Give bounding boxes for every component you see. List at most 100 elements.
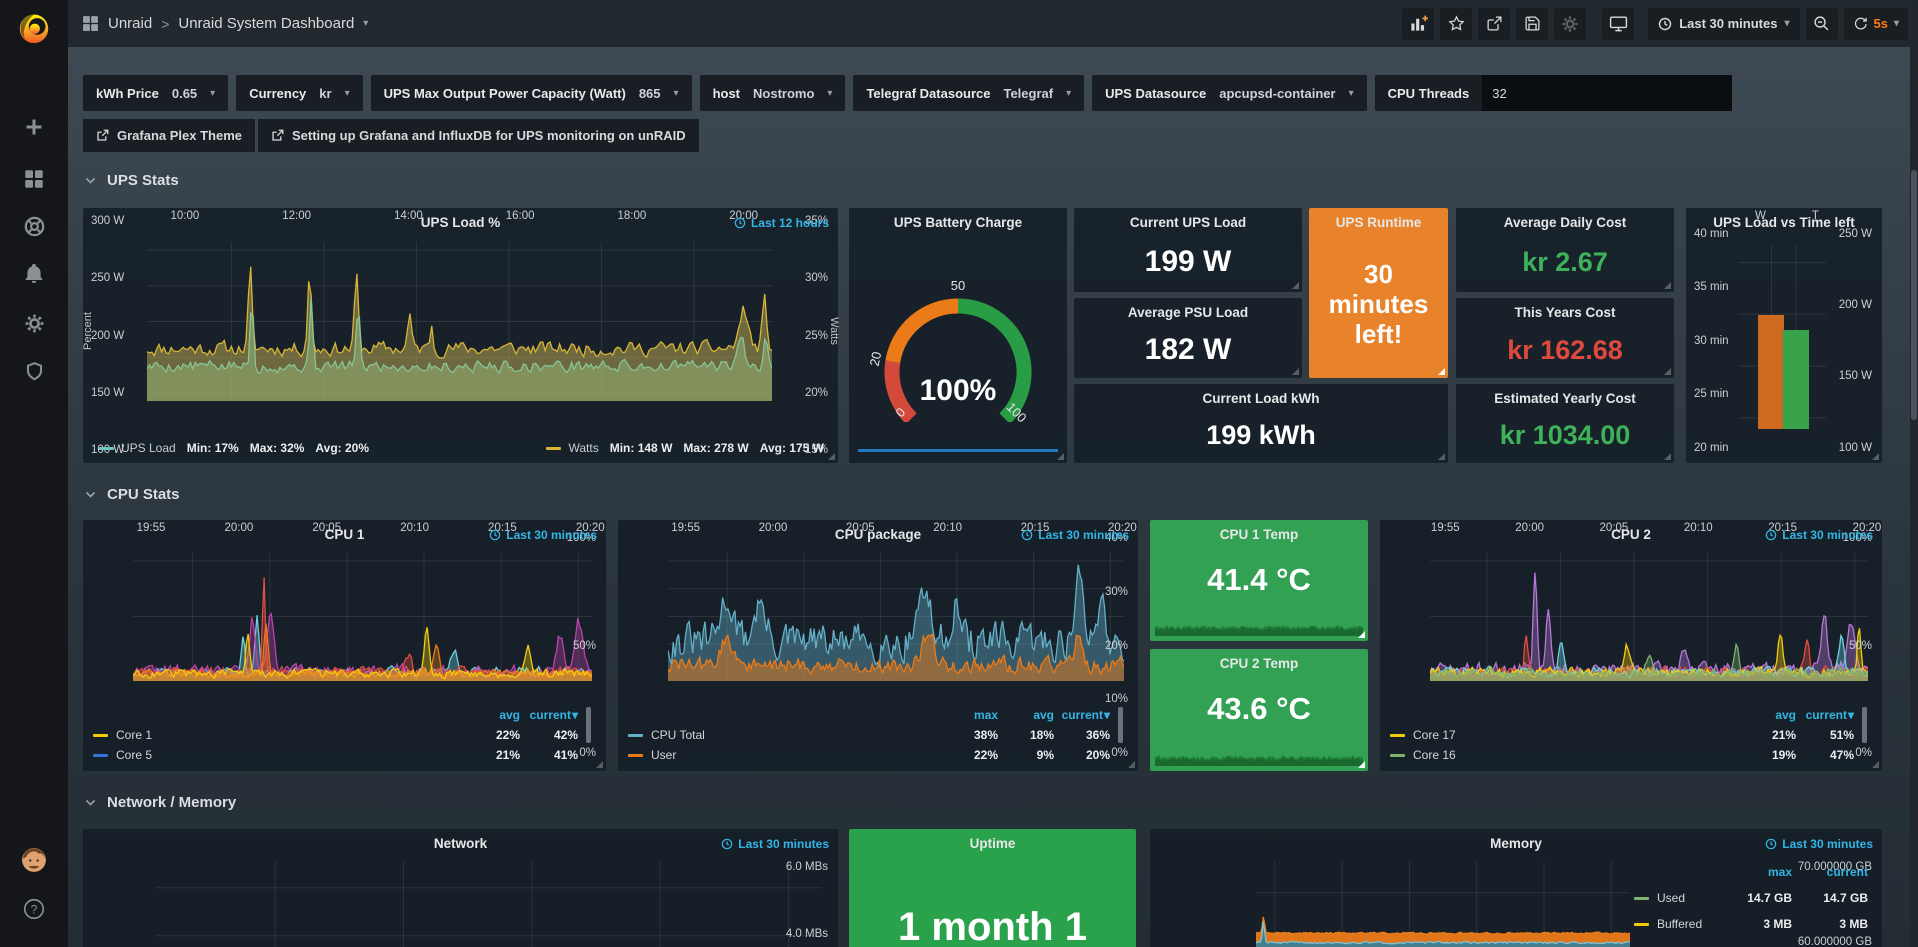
chevron-down-icon: ▾ <box>673 87 679 99</box>
variable-currency[interactable]: Currency kr ▾ <box>236 75 363 111</box>
ups-load-plot[interactable] <box>147 242 772 401</box>
cpu2-plot[interactable] <box>1430 552 1868 681</box>
variable-value: Telegraf <box>1003 85 1054 101</box>
panel-title[interactable]: Estimated Yearly Cost <box>1494 391 1636 406</box>
panel-title[interactable]: Current UPS Load <box>1129 215 1247 230</box>
refresh-picker[interactable]: 5s ▾ <box>1843 7 1908 40</box>
panel-time-override[interactable]: Last 30 minutes <box>721 837 829 851</box>
panel-title[interactable]: UPS Load % <box>420 215 501 230</box>
row-header-network-memory[interactable]: Network / Memory <box>84 794 236 811</box>
variable-value: apcupsd-container <box>1219 85 1336 101</box>
panel-title[interactable]: Average PSU Load <box>1127 305 1249 320</box>
panel-title[interactable]: Memory <box>1490 836 1542 851</box>
bar-plot[interactable] <box>1738 244 1826 429</box>
panel-title[interactable]: UPS Runtime <box>1335 215 1422 230</box>
sidebar-item-alerting[interactable] <box>0 254 68 294</box>
panel-time-override[interactable]: Last 30 minutes <box>1765 528 1873 542</box>
panel-ups-load: UPS Load % Last 12 hours Percent Watts 3… <box>82 208 840 463</box>
dashboard-title[interactable]: Unraid System Dashboard <box>178 15 355 32</box>
axis-tick: 100% <box>1842 531 1872 544</box>
sidebar-item-server-admin[interactable] <box>0 351 68 391</box>
panel-time-override[interactable]: Last 30 minutes <box>1765 837 1873 851</box>
panel-title[interactable]: UPS Load vs Time left <box>1713 215 1855 230</box>
variable-ups-datasource[interactable]: UPS Datasource apcupsd-container ▾ <box>1092 75 1367 111</box>
cpu-package-plot[interactable] <box>668 552 1124 681</box>
variable-value: 865 <box>638 85 661 101</box>
axis-tick: 20% <box>804 386 828 399</box>
add-panel-button[interactable] <box>1402 7 1435 40</box>
panel-title[interactable]: CPU 1 <box>324 527 365 542</box>
link-label: Setting up Grafana and InfluxDB for UPS … <box>292 128 686 143</box>
link-grafana-plex-theme[interactable]: Grafana Plex Theme <box>83 119 255 152</box>
legend-color-dash <box>1634 896 1649 900</box>
legend-scrollbar[interactable] <box>586 707 591 743</box>
panel-time-override[interactable]: Last 30 minutes <box>489 528 597 542</box>
sidebar-item-create[interactable] <box>0 107 68 147</box>
panel-title[interactable]: Average Daily Cost <box>1503 215 1627 230</box>
row-header-cpu-stats[interactable]: CPU Stats <box>84 486 180 503</box>
axis-tick: 100 W <box>1838 441 1872 454</box>
zoom-out-time-button[interactable] <box>1805 7 1838 40</box>
sidebar-item-configuration[interactable] <box>0 303 68 343</box>
axis-tick: 20:00 <box>224 522 254 534</box>
sidebar-item-explore[interactable] <box>0 206 68 246</box>
memory-plot[interactable] <box>1256 861 1630 947</box>
legend-color-dash <box>93 733 108 737</box>
monitor-icon <box>1609 16 1627 32</box>
legend-scrollbar[interactable] <box>1118 707 1123 743</box>
panel-title[interactable]: UPS Battery Charge <box>893 215 1023 230</box>
row-header-ups-stats[interactable]: UPS Stats <box>84 172 179 189</box>
link-ups-monitoring-guide[interactable]: Setting up Grafana and InfluxDB for UPS … <box>258 119 699 152</box>
navbar: Unraid > Unraid System Dashboard ▾ <box>68 0 1918 47</box>
legend-scrollbar[interactable] <box>1862 707 1867 743</box>
panel-title[interactable]: CPU 2 Temp <box>1219 656 1299 671</box>
panel-time-override[interactable]: Last 30 minutes <box>1021 528 1129 542</box>
panel-title[interactable]: This Years Cost <box>1514 305 1616 320</box>
legend-item-ups-load[interactable]: UPS Load Min: 17% Max: 32% Avg: 20% <box>99 441 369 455</box>
external-link-icon <box>272 129 284 141</box>
time-range-picker[interactable]: Last 30 minutes ▾ <box>1648 7 1800 40</box>
variable-label: host <box>712 85 741 101</box>
legend-color-dash <box>546 446 562 450</box>
axis-tick: 10% <box>1104 693 1128 706</box>
panel-title[interactable]: CPU package <box>834 527 922 542</box>
sidebar-item-help[interactable]: ? <box>0 889 68 929</box>
variable-ups-max-output[interactable]: UPS Max Output Power Capacity (Watt) 865… <box>370 75 692 111</box>
sidebar-item-profile[interactable] <box>0 840 68 880</box>
bar-watts[interactable] <box>1758 315 1785 429</box>
panel-title[interactable]: CPU 1 Temp <box>1219 527 1299 542</box>
row-title: Network / Memory <box>107 794 237 811</box>
legend-color-dash <box>93 753 108 757</box>
scrollbar-thumb[interactable] <box>1911 170 1917 420</box>
dashboard-caret-icon[interactable]: ▾ <box>363 18 369 29</box>
panel-time-override[interactable]: Last 12 hours <box>734 216 829 230</box>
page-scrollbar[interactable] <box>1910 0 1918 947</box>
link-label: Grafana Plex Theme <box>117 128 242 143</box>
share-dashboard-button[interactable] <box>1478 7 1511 40</box>
gauge-tick: 50 <box>951 278 965 293</box>
bar-time-left[interactable] <box>1783 330 1810 429</box>
cpu1-plot[interactable] <box>133 552 592 681</box>
cycle-view-mode-button[interactable] <box>1602 7 1635 40</box>
variable-host[interactable]: host Nostromo ▾ <box>699 75 846 111</box>
panel-title[interactable]: Current Load kWh <box>1202 391 1320 406</box>
star-dashboard-button[interactable] <box>1440 7 1473 40</box>
dashboard-settings-button[interactable] <box>1554 7 1587 40</box>
axis-tick: W <box>1755 210 1766 222</box>
breadcrumb-folder[interactable]: Unraid <box>108 15 153 32</box>
save-dashboard-button[interactable] <box>1516 7 1549 40</box>
sidebar-item-dashboards[interactable] <box>0 159 68 199</box>
grafana-logo[interactable] <box>0 6 68 50</box>
variable-kwh-price[interactable]: kWh Price 0.65 ▾ <box>83 75 229 111</box>
x-axis: 19:55 20:00 20:05 20:10 20:15 20:20 <box>1380 520 1882 536</box>
network-plot[interactable] <box>155 861 822 947</box>
panel-title[interactable]: Uptime <box>969 836 1016 851</box>
axis-tick: 20:20 <box>1852 522 1882 534</box>
panel-title[interactable]: CPU 2 <box>1611 527 1651 542</box>
panel-title[interactable]: Network <box>433 836 488 851</box>
legend-item-watts[interactable]: Watts Min: 148 W Max: 278 W Avg: 175 W <box>546 441 824 455</box>
cpu-threads-input[interactable] <box>1482 75 1733 111</box>
variable-telegraf-datasource[interactable]: Telegraf Datasource Telegraf ▾ <box>853 75 1085 111</box>
navbar-actions: Last 30 minutes ▾ 5s ▾ <box>1396 7 1908 40</box>
